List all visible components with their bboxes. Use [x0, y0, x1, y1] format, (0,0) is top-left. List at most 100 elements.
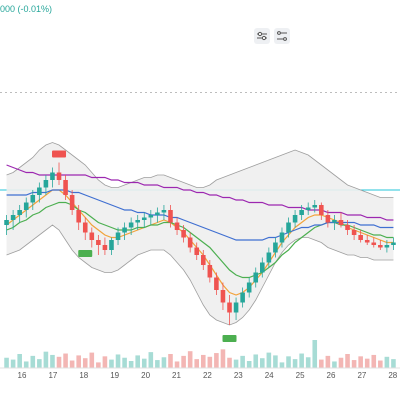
candle-body [325, 215, 331, 223]
volume-bar [200, 354, 206, 368]
candle-body [299, 210, 304, 215]
volume-bar [148, 352, 154, 368]
volume-bar [102, 356, 108, 368]
volume-bar [305, 357, 311, 368]
volume-bar [141, 358, 147, 368]
volume-bar [96, 362, 101, 368]
candle-body [338, 220, 344, 225]
candle-body [155, 212, 160, 215]
volume-bar [378, 360, 383, 368]
candle-body [305, 207, 311, 210]
candle-body [174, 222, 180, 230]
candle-body [292, 215, 298, 223]
indicator-settings-icon [277, 31, 287, 41]
volume-bar [17, 354, 22, 368]
volume-bar [155, 360, 160, 368]
candle-body [43, 180, 49, 188]
candle-body [378, 245, 383, 248]
bollinger-band-fill [6, 142, 394, 325]
volume-bar [384, 356, 390, 368]
volume-bar [168, 354, 173, 368]
x-tick-label: 16 [18, 371, 27, 380]
candle-body [128, 222, 134, 228]
volume-bar [338, 357, 344, 368]
candle-body [82, 222, 88, 233]
candle-body [30, 195, 36, 203]
candle-body [240, 292, 245, 303]
volume-bar [233, 359, 239, 368]
candle-body [200, 255, 206, 265]
volume-bar [325, 355, 331, 368]
volume-bar [187, 351, 193, 368]
candle-body [351, 230, 357, 235]
volume-bar [246, 361, 252, 368]
chart-toolbar [254, 28, 290, 44]
candle-body [233, 302, 239, 313]
candle-body [279, 232, 285, 243]
volume-bar [135, 355, 140, 368]
volume-layer [4, 340, 396, 368]
x-axis: 16 17 18 19 20 21 22 23 24 25 26 27 28 [0, 367, 400, 380]
volume-bar [207, 356, 213, 368]
volume-bar [122, 357, 127, 368]
volume-bar [37, 359, 42, 368]
volume-bar [391, 359, 396, 368]
buy-signal-marker [78, 250, 93, 257]
bollinger-upper-line [6, 142, 394, 198]
volume-bar [279, 362, 285, 368]
volume-bar [109, 359, 114, 368]
candle-body [332, 220, 337, 223]
x-tick-label: 22 [203, 371, 212, 380]
volume-bar [43, 351, 49, 368]
indicator-settings-button[interactable] [274, 28, 290, 44]
x-tick-label: 19 [110, 371, 119, 380]
candle-body [227, 302, 232, 313]
candle-body [220, 290, 226, 303]
volume-bar [50, 354, 55, 368]
settings-sliders-icon [257, 31, 267, 41]
candle-body [312, 205, 318, 208]
volume-bar [240, 355, 245, 368]
candle-body [56, 172, 62, 180]
candle-body [37, 187, 42, 195]
candle-body [253, 272, 259, 283]
bollinger-lower-line [6, 224, 394, 326]
volume-bar [161, 357, 167, 368]
x-tick-label: 17 [48, 371, 57, 380]
volume-bar [76, 355, 81, 368]
volume-bar [82, 358, 88, 368]
volume-bar [69, 360, 75, 368]
volume-bar [194, 359, 200, 368]
candle-body [391, 242, 396, 245]
candle-body [4, 220, 9, 225]
candle-body [109, 240, 114, 250]
volume-bar [23, 361, 29, 368]
candles-layer [4, 162, 396, 325]
candle-body [122, 227, 127, 233]
settings-sliders-button[interactable] [254, 28, 270, 44]
volume-bar [332, 361, 337, 368]
volume-bar [89, 352, 95, 368]
x-tick-label: 27 [357, 371, 366, 380]
volume-bar [371, 354, 377, 368]
volume-bar [364, 358, 370, 368]
candle-body [384, 245, 390, 248]
candle-body [63, 180, 68, 195]
volume-bar [56, 356, 62, 368]
sell-signal-marker [52, 150, 67, 158]
volume-bar [181, 355, 186, 368]
price-change-readout: 000 (-0.01%) [0, 4, 53, 14]
candle-body [260, 262, 265, 273]
candle-body [50, 172, 55, 180]
candle-body [102, 245, 108, 250]
candle-body [76, 210, 81, 223]
volume-bar [128, 361, 134, 368]
volume-bar [273, 355, 278, 368]
candle-body [207, 265, 213, 278]
candle-body [115, 232, 121, 240]
candle-body [23, 202, 29, 210]
candle-body [273, 242, 278, 253]
x-tick-label: 23 [234, 371, 243, 380]
candle-body [364, 240, 370, 243]
